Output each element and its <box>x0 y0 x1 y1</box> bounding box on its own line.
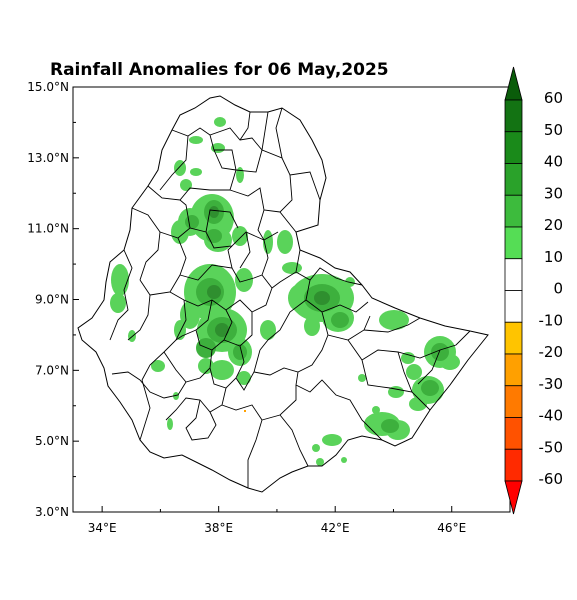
x-tick-label: 38°E <box>204 521 233 535</box>
y-tick-label: 5.0°N <box>35 434 69 448</box>
x-tick-label: 34°E <box>88 521 117 535</box>
colorbar-label: -30 <box>539 375 564 393</box>
anomaly-patch <box>304 316 320 336</box>
anomaly-patch <box>421 380 439 396</box>
y-tick-label: 3.0°N <box>35 505 69 519</box>
anomaly-patch <box>388 386 404 398</box>
colorbar-band <box>504 290 523 323</box>
anomaly-patch <box>288 284 312 312</box>
colorbar-band <box>504 226 523 260</box>
anomaly-patch <box>237 371 251 385</box>
x-axis: 34°E 38°E 42°E 46°E <box>88 506 511 535</box>
colorbar-label: -50 <box>539 438 564 456</box>
colorbar-label: 10 <box>544 248 563 266</box>
anomaly-patch <box>214 117 226 127</box>
anomaly-patch <box>110 293 126 313</box>
anomaly-patch <box>128 330 136 342</box>
x-tick-label: 46°E <box>437 521 466 535</box>
colorbar-band <box>504 417 523 450</box>
anomaly-patch <box>198 358 214 374</box>
colorbar-label: -10 <box>539 311 564 329</box>
colorbar-band <box>504 385 523 418</box>
anomaly-patch <box>406 364 422 380</box>
anomaly-patch <box>382 314 398 326</box>
admin-boundaries <box>109 107 471 488</box>
anomaly-patch <box>372 406 380 414</box>
anomaly-patch <box>331 312 349 328</box>
colorbar-band <box>504 99 523 133</box>
colorbar-label: -60 <box>539 470 564 488</box>
colorbar-band <box>504 131 523 164</box>
anomaly-patch <box>409 397 427 411</box>
anomaly-patch <box>174 160 186 176</box>
anomaly-patch <box>171 220 189 244</box>
anomaly-patch <box>232 226 248 246</box>
colorbar-band <box>504 321 523 355</box>
colorbar-band <box>504 163 523 196</box>
anomaly-patch <box>401 352 415 364</box>
colorbar-label: 60 <box>544 89 563 107</box>
anomaly-patch <box>358 374 366 382</box>
anomaly-patch <box>207 285 221 299</box>
colorbar-top-cap <box>504 66 523 101</box>
colorbar-band <box>504 353 523 387</box>
anomaly-patch <box>260 320 276 340</box>
colorbar-bottom-cap <box>504 480 523 515</box>
x-tick-label: 42°E <box>321 521 350 535</box>
anomaly-patch <box>215 323 229 337</box>
colorbar-label: -20 <box>539 343 564 361</box>
colorbar-label: -40 <box>539 407 564 425</box>
anomaly-patch <box>185 215 199 229</box>
anomaly-patch <box>209 206 219 218</box>
anomaly-patch <box>167 418 173 430</box>
colorbar-label: 30 <box>544 184 563 202</box>
y-tick-label: 13.0°N <box>27 151 69 165</box>
colorbar-band <box>504 258 523 291</box>
y-tick-label: 7.0°N <box>35 363 69 377</box>
colorbar-label: 20 <box>544 216 563 234</box>
colorbar-label: 50 <box>544 121 563 139</box>
anomaly-patch <box>322 434 342 446</box>
anomaly-patch <box>196 338 216 358</box>
anomaly-patch <box>277 230 293 254</box>
y-tick-label: 15.0°N <box>27 80 69 94</box>
anomaly-patch <box>151 360 165 372</box>
y-tick-label: 9.0°N <box>35 293 69 307</box>
anomaly-patch <box>235 268 253 292</box>
anomaly-patch <box>233 344 247 360</box>
colorbar-label: 40 <box>544 153 563 171</box>
country-outline <box>77 95 489 493</box>
anomaly-patch <box>282 262 302 274</box>
colorbar-band <box>504 448 523 482</box>
y-tick-label: 11.0°N <box>27 222 69 236</box>
anomaly-patch <box>244 410 246 412</box>
anomaly-patches <box>110 117 460 466</box>
anomaly-patch <box>180 179 192 191</box>
anomaly-patch <box>190 168 202 176</box>
anomaly-patch <box>314 291 330 305</box>
anomaly-patch <box>381 419 399 433</box>
colorbar: 60 50 40 30 20 10 0 -10 -20 -30 -40 -50 -60 <box>504 66 564 515</box>
anomaly-patch <box>341 457 347 463</box>
map-title: Rainfall Anomalies for 06 May,2025 <box>50 60 389 80</box>
anomaly-patch <box>431 343 449 361</box>
anomaly-patch <box>236 167 244 183</box>
anomaly-patch <box>316 458 324 466</box>
anomaly-patch <box>312 444 320 452</box>
colorbar-band <box>504 194 523 228</box>
anomaly-patch <box>111 264 129 296</box>
y-axis: 15.0°N 13.0°N 11.0°N 9.0°N 7.0°N 5.0°N 3.0°N <box>27 80 79 519</box>
anomaly-patch <box>173 392 179 400</box>
anomaly-patch <box>189 136 203 144</box>
colorbar-label: 0 <box>553 280 563 298</box>
anomaly-patch <box>210 360 234 380</box>
